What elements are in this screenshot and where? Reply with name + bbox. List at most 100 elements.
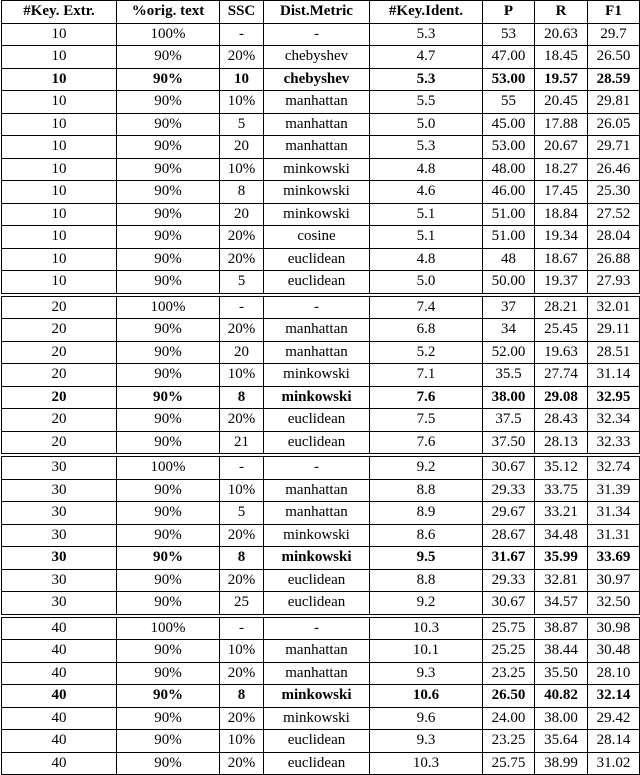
row: 30 90% 25 euclidean 9.2 30.67 34.57 32.50 [1,591,640,616]
cell: 90% [116,247,220,271]
cell: 53.00 [482,135,535,159]
row: 20 90% 20% euclidean 7.5 37.5 28.43 32.34 [1,408,640,432]
cell: 20 [1,363,117,387]
cell: 6.8 [369,318,483,342]
cell: chebyshev [263,67,370,91]
cell: 25.75 [482,613,535,640]
cell: 90% [116,112,220,136]
cell: 20% [219,661,264,685]
cell: 90% [116,546,220,570]
cell: 17.45 [534,180,588,204]
cell: 10% [219,639,264,663]
cell: cosine [263,225,370,249]
cell: minkowski [263,180,370,204]
cell: 28.13 [534,430,588,456]
cell: manhattan [263,112,370,136]
cell: 19.34 [534,225,588,249]
cell: 90% [116,135,220,159]
cell: 8.8 [369,478,483,502]
cell: 10% [219,478,264,502]
cell: manhattan [263,318,370,342]
cell: 26.88 [587,247,640,271]
cell: 20% [219,706,264,730]
row-group: 20 100% - -7.4 37 28.21 32.01 20 90% 20% manhattan… [1,292,640,456]
header-cell: #Key.Ident. [369,0,483,24]
cell: 21 [219,430,264,456]
cell: 20% [219,318,264,342]
cell: 5.3 [369,67,483,91]
cell: - [219,453,264,480]
row: 30 100% - -9.2 30.67 35.12 32.74 [1,453,640,480]
cell: 10% [219,729,264,753]
cell: 20 [1,318,117,342]
cell: 53.00 [482,67,535,91]
row: 10 90% 20% chebyshev 4.7 47.00 18.45 26.50 [1,45,640,69]
cell: 35.50 [534,661,588,685]
cell: 29.71 [587,135,640,159]
cell: 90% [116,501,220,525]
cell: 8.6 [369,523,483,547]
cell: 20% [219,751,264,775]
cell: minkowski [263,385,370,409]
cell: euclidean [263,408,370,432]
cell: 5.5 [369,90,483,114]
row-group: 40 100% - -10.3 25.75 38.87 30.98 40 90% 10% manha… [1,613,640,775]
cell: 20% [219,408,264,432]
cell: - [263,453,370,480]
row: 10 90% 20% cosine 5.1 51.00 19.34 28.04 [1,225,640,249]
cell: 32.14 [587,684,640,708]
cell: - [263,613,370,640]
cell: 18.27 [534,157,588,181]
cell: 90% [116,270,220,295]
cell: 37.50 [482,430,535,456]
cell: 31.34 [587,501,640,525]
cell: 34.48 [534,523,588,547]
cell: 30.98 [587,613,640,640]
row: 10 90% 5 euclidean 5.0 50.00 19.37 27.93 [1,270,640,295]
cell: 10 [1,67,117,91]
header-cell: R [534,0,588,24]
cell: 31.39 [587,478,640,502]
cell: 9.2 [369,453,483,480]
header-cell: %orig. text [116,0,220,24]
cell: 23.25 [482,729,535,753]
cell: 28.43 [534,408,588,432]
cell: 31.31 [587,523,640,547]
cell: 27.93 [587,270,640,295]
cell: 30 [1,568,117,592]
cell: 29.33 [482,478,535,502]
cell: 19.37 [534,270,588,295]
row: 40 90% 10% manhattan 10.1 25.25 38.44 30.48 [1,639,640,663]
cell: 20 [1,340,117,364]
cell: 55 [482,90,535,114]
cell: chebyshev [263,45,370,69]
cell: 30.67 [482,591,535,616]
cell: 100% [116,292,220,319]
cell: 9.5 [369,546,483,570]
cell: 32.01 [587,292,640,319]
cell: 30 [1,453,117,480]
row: 30 90% 10% manhattan 8.8 29.33 33.75 31.39 [1,478,640,502]
cell: 26.05 [587,112,640,136]
cell: 10 [1,22,117,46]
cell: 90% [116,318,220,342]
row: 10 90% 10% manhattan 5.5 55 20.45 29.81 [1,90,640,114]
cell: manhattan [263,340,370,364]
row: 10 100% - -5.3 53 20.63 29.7 [1,22,640,46]
cell: 40 [1,613,117,640]
cell: 8 [219,546,264,570]
cell: 8.9 [369,501,483,525]
cell: 5.1 [369,225,483,249]
cell: 10 [1,180,117,204]
cell: minkowski [263,684,370,708]
cell: 90% [116,340,220,364]
cell: 10.3 [369,613,483,640]
cell: 4.7 [369,45,483,69]
cell: 27.74 [534,363,588,387]
cell: 7.5 [369,408,483,432]
cell: 28.51 [587,340,640,364]
cell: 90% [116,684,220,708]
row: 10 90% 5 manhattan 5.0 45.00 17.88 26.05 [1,112,640,136]
cell: 28.21 [534,292,588,319]
